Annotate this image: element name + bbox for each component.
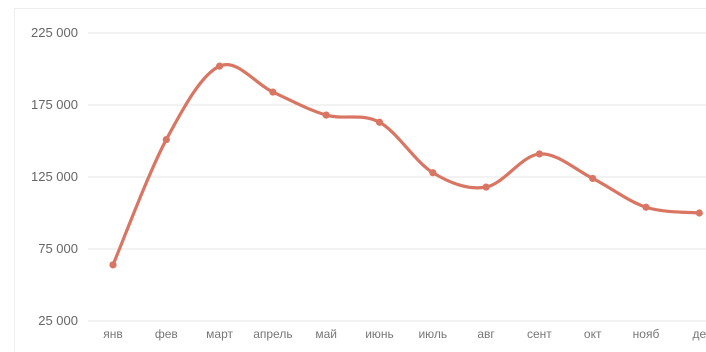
x-tick-label: июнь (365, 327, 394, 341)
x-tick-label: де (692, 327, 706, 341)
y-tick-label: 125 000 (31, 169, 78, 184)
data-points (109, 62, 703, 269)
x-tick-label: апрель (253, 327, 292, 341)
data-point (535, 150, 544, 158)
x-tick-label: март (206, 327, 233, 341)
y-tick-label: 25 000 (38, 313, 78, 328)
data-point (109, 261, 117, 269)
data-point (162, 135, 170, 144)
data-point (695, 209, 703, 217)
data-point (375, 118, 384, 126)
data-point (589, 174, 597, 183)
data-point (216, 62, 224, 70)
data-point (269, 88, 277, 96)
y-axis-ticks: 25 000 75 000 125 000 175 000 225 000 (31, 25, 78, 328)
x-tick-label: фев (155, 327, 178, 341)
x-tick-label: сент (527, 327, 552, 341)
y-tick-label: 225 000 (31, 25, 78, 40)
data-point (482, 183, 490, 191)
x-tick-label: май (315, 327, 337, 341)
data-point (429, 169, 437, 177)
x-tick-label: окт (584, 327, 602, 341)
x-tick-label: янв (103, 327, 123, 341)
x-tick-label: июль (418, 327, 447, 341)
x-tick-label: авг (477, 327, 495, 341)
data-point (322, 111, 330, 119)
grid-lines (88, 32, 706, 322)
y-tick-label: 175 000 (31, 97, 78, 112)
data-point (642, 203, 650, 211)
x-tick-label: нояб (633, 327, 660, 341)
y-tick-label: 75 000 (38, 241, 78, 256)
series-line (111, 63, 701, 267)
x-axis-ticks: янв фев март апрель май июнь июль авг сент окт ноя… (103, 327, 706, 341)
